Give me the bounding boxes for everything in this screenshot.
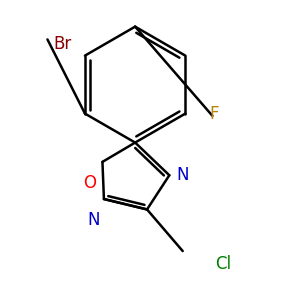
Text: Cl: Cl	[215, 255, 232, 273]
Text: N: N	[177, 166, 189, 184]
Text: O: O	[83, 174, 97, 192]
Text: N: N	[87, 211, 100, 229]
Text: Br: Br	[53, 35, 71, 53]
Text: F: F	[209, 105, 219, 123]
